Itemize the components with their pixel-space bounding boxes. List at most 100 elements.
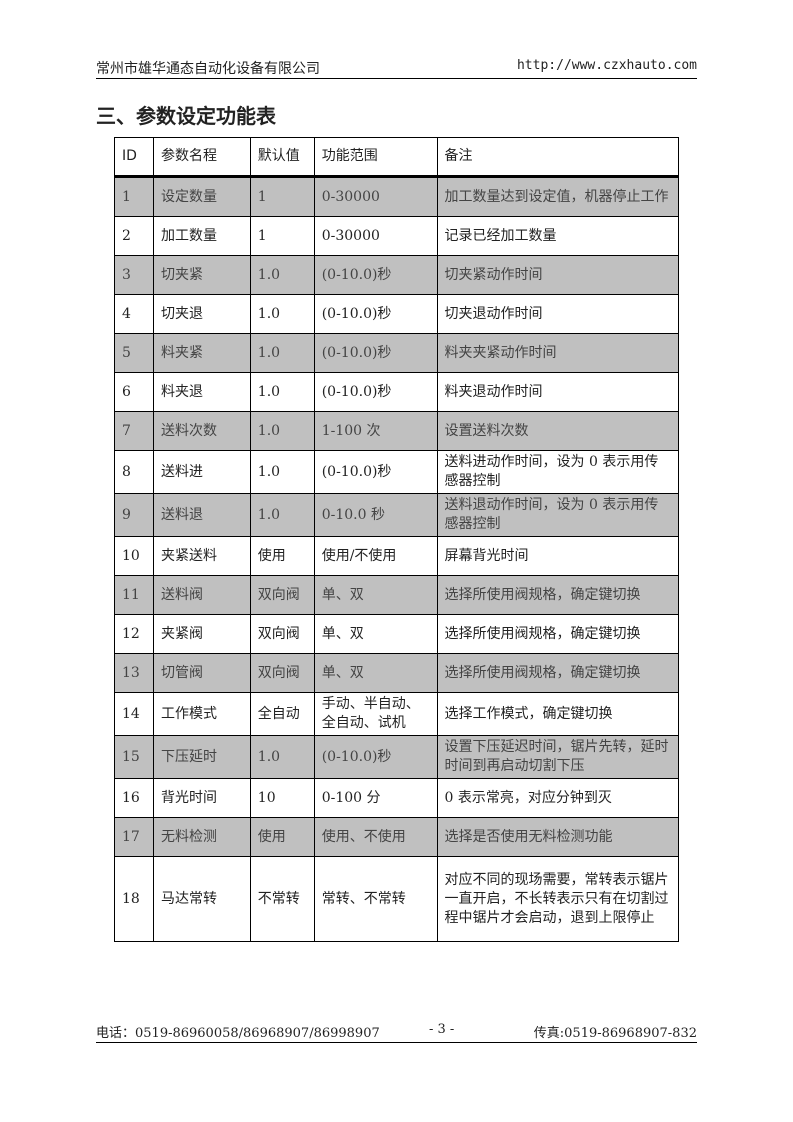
default-value: 使用 <box>249 817 315 857</box>
range: 使用/不使用 <box>313 536 438 576</box>
notes: 选择是否使用无料检测功能 <box>436 817 680 857</box>
default-value: 1.0 <box>249 493 315 537</box>
table-row: 5 料夹紧 1.0 (0-10.0)秒 料夹夹紧动作时间 <box>114 333 680 373</box>
row-id: 10 <box>114 536 154 576</box>
row-id: 17 <box>114 817 154 857</box>
notes: 设置下压延迟时间，锯片先转，延时时间到再启动切割下压 <box>436 735 680 779</box>
row-id: 1 <box>114 176 154 217</box>
row-id: 4 <box>114 294 154 334</box>
range: 0-10.0 秒 <box>313 493 438 537</box>
default-value: 1.0 <box>249 294 315 334</box>
company-name: 常州市雄华通态自动化设备有限公司 <box>96 61 320 77</box>
default-value: 1.0 <box>249 333 315 373</box>
row-id: 15 <box>114 735 154 779</box>
table-row: 17 无料检测 使用 使用、不使用 选择是否使用无料检测功能 <box>114 817 680 857</box>
default-value: 双向阀 <box>249 575 315 615</box>
notes: 料夹夹紧动作时间 <box>436 333 680 373</box>
notes: 选择所使用阀规格，确定键切换 <box>436 653 680 693</box>
row-id: 9 <box>114 493 154 537</box>
default-value: 1.0 <box>249 450 315 494</box>
table-row: 2 加工数量 1 0-30000 记录已经加工数量 <box>114 216 680 256</box>
default-value: 不常转 <box>249 856 315 942</box>
row-id: 6 <box>114 372 154 412</box>
row-id: 16 <box>114 778 154 818</box>
param-name: 工作模式 <box>152 692 251 736</box>
notes: 选择所使用阀规格，确定键切换 <box>436 614 680 654</box>
row-id: 3 <box>114 255 154 295</box>
table-row: 11 送料阀 双向阀 单、双 选择所使用阀规格，确定键切换 <box>114 575 680 615</box>
default-value: 双向阀 <box>249 653 315 693</box>
notes: 选择工作模式，确定键切换 <box>436 692 680 736</box>
range: 单、双 <box>313 575 438 615</box>
page-header: 常州市雄华通态自动化设备有限公司 http://www.czxhauto.com <box>96 58 697 79</box>
range: (0-10.0)秒 <box>313 735 438 779</box>
col-notes: 备注 <box>436 137 680 178</box>
param-name: 背光时间 <box>152 778 251 818</box>
row-id: 2 <box>114 216 154 256</box>
range: 0-30000 <box>313 176 438 217</box>
table-row: 15 下压延时 1.0 (0-10.0)秒 设置下压延迟时间，锯片先转，延时时间到再启动… <box>114 735 680 779</box>
param-name: 切夹退 <box>152 294 251 334</box>
param-name: 无料检测 <box>152 817 251 857</box>
param-name: 料夹退 <box>152 372 251 412</box>
range: (0-10.0)秒 <box>313 372 438 412</box>
param-name: 切管阀 <box>152 653 251 693</box>
table-row: 18 马达常转 不常转 常转、不常转 对应不同的现场需要，常转表示锯片一直开启，不长转表… <box>114 856 680 942</box>
notes: 设置送料次数 <box>436 411 680 451</box>
notes: 送料退动作时间，设为 0 表示用传感器控制 <box>436 493 680 537</box>
row-id: 5 <box>114 333 154 373</box>
default-value: 使用 <box>249 536 315 576</box>
param-name: 加工数量 <box>152 216 251 256</box>
range: 使用、不使用 <box>313 817 438 857</box>
range: 0-100 分 <box>313 778 438 818</box>
row-id: 18 <box>114 856 154 942</box>
range: 0-30000 <box>313 216 438 256</box>
default-value: 1 <box>249 176 315 217</box>
table-header: ID 参数名程 默认值 功能范围 备注 <box>114 137 680 178</box>
table-row: 14 工作模式 全自动 手动、半自动、全自动、试机 选择工作模式，确定键切换 <box>114 692 680 736</box>
default-value: 全自动 <box>249 692 315 736</box>
notes: 送料进动作时间，设为 0 表示用传感器控制 <box>436 450 680 494</box>
table-row: 12 夹紧阀 双向阀 单、双 选择所使用阀规格，确定键切换 <box>114 614 680 654</box>
row-id: 11 <box>114 575 154 615</box>
param-name: 切夹紧 <box>152 255 251 295</box>
default-value: 1.0 <box>249 255 315 295</box>
page-footer: 电话：0519-86960058/86968907/86998907 - 3 -… <box>96 1022 697 1043</box>
param-name: 夹紧阀 <box>152 614 251 654</box>
range: (0-10.0)秒 <box>313 333 438 373</box>
col-id: ID <box>114 137 154 178</box>
table-row: 9 送料退 1.0 0-10.0 秒送料退动作时间，设为 0 表示用传感器控制 <box>114 493 680 537</box>
param-name: 送料次数 <box>152 411 251 451</box>
notes: 屏幕背光时间 <box>436 536 680 576</box>
parameter-table: ID 参数名程 默认值 功能范围 备注 1 设定数量 1 0-30000 加工数量达到设… <box>114 137 680 942</box>
range: 1-100 次 <box>313 411 438 451</box>
col-default: 默认值 <box>249 137 315 178</box>
table-row: 1 设定数量 1 0-30000 加工数量达到设定值，机器停止工作 <box>114 176 680 217</box>
row-id: 13 <box>114 653 154 693</box>
notes: 料夹退动作时间 <box>436 372 680 412</box>
website-url: http://www.czxhauto.com <box>516 58 697 73</box>
page-number: - 3 - <box>429 1022 455 1037</box>
range: (0-10.0)秒 <box>313 255 438 295</box>
range: 单、双 <box>313 653 438 693</box>
param-name: 送料进 <box>152 450 251 494</box>
param-name: 下压延时 <box>152 735 251 779</box>
default-value: 1.0 <box>249 411 315 451</box>
default-value: 1.0 <box>249 372 315 412</box>
notes: 选择所使用阀规格，确定键切换 <box>436 575 680 615</box>
notes: 加工数量达到设定值，机器停止工作 <box>436 176 680 217</box>
notes: 切夹退动作时间 <box>436 294 680 334</box>
param-name: 设定数量 <box>152 176 251 217</box>
table-row: 10 夹紧送料 使用 使用/不使用 屏幕背光时间 <box>114 536 680 576</box>
param-name: 马达常转 <box>152 856 251 942</box>
table-row: 6 料夹退 1.0 (0-10.0)秒 料夹退动作时间 <box>114 372 680 412</box>
range: 常转、不常转 <box>313 856 438 942</box>
default-value: 1.0 <box>249 735 315 779</box>
phone: 电话：0519-86960058/86968907/86998907 <box>96 1026 380 1041</box>
table-row: 4 切夹退 1.0 (0-10.0)秒 切夹退动作时间 <box>114 294 680 334</box>
notes: 切夹紧动作时间 <box>436 255 680 295</box>
row-id: 12 <box>114 614 154 654</box>
param-name: 料夹紧 <box>152 333 251 373</box>
